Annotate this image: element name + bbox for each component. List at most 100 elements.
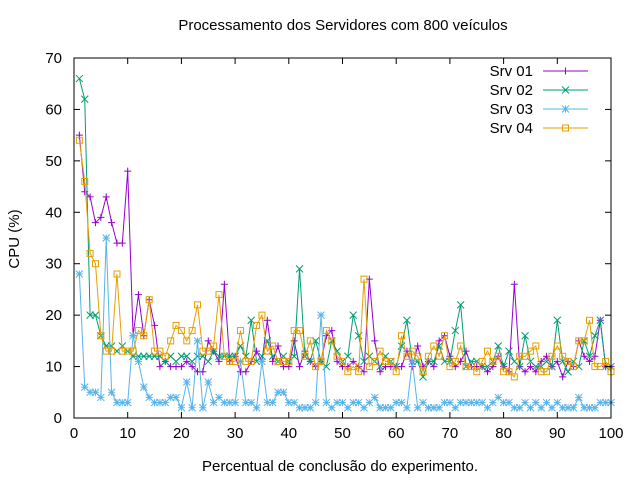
legend-label: Srv 03 [490, 101, 533, 118]
data-point [510, 280, 518, 288]
data-point [204, 337, 212, 345]
data-point [91, 219, 99, 227]
data-point [75, 270, 84, 278]
x-tick-label: 40 [280, 425, 297, 442]
data-point [451, 403, 460, 412]
data-point [376, 368, 384, 376]
data-point [483, 347, 491, 355]
data-point [526, 347, 534, 355]
data-point [435, 403, 444, 412]
data-point [317, 357, 325, 365]
data-point [376, 347, 384, 355]
data-point [575, 337, 583, 345]
data-point [602, 357, 610, 365]
data-point [344, 368, 352, 376]
data-point [553, 316, 562, 325]
data-point [258, 357, 266, 366]
data-point [440, 398, 449, 407]
data-point [225, 398, 234, 407]
data-point [398, 363, 406, 371]
data-point [558, 403, 567, 412]
data-point [118, 239, 126, 247]
data-point [381, 357, 389, 365]
data-point [472, 398, 481, 407]
data-point [296, 363, 304, 371]
data-point [306, 403, 315, 412]
data-point [548, 352, 556, 360]
x-axis-label: Percentual de conclusão do experimento. [202, 458, 478, 475]
data-point [236, 327, 244, 335]
data-point [97, 332, 105, 340]
data-point [344, 403, 352, 412]
data-point [263, 316, 271, 324]
data-point [220, 398, 229, 407]
data-point [489, 357, 497, 365]
data-point [559, 373, 567, 381]
data-point [349, 363, 357, 371]
data-point [91, 260, 99, 268]
data-point [107, 388, 116, 397]
data-point [194, 301, 202, 309]
data-point [269, 342, 277, 350]
y-tick-label: 10 [45, 359, 62, 376]
data-point [108, 347, 116, 355]
data-point [279, 357, 287, 365]
data-point [553, 357, 561, 365]
data-point [419, 398, 427, 407]
data-point [510, 403, 519, 412]
data-point [386, 403, 395, 412]
data-point [129, 347, 137, 355]
data-point [370, 393, 379, 402]
data-point [172, 321, 180, 329]
data-point [543, 368, 551, 376]
data-point [586, 316, 594, 324]
data-point [199, 347, 207, 355]
data-point [290, 327, 298, 335]
data-point [574, 393, 583, 402]
data-point [296, 327, 304, 335]
data-point [182, 378, 191, 386]
data-point [209, 398, 218, 407]
data-point [435, 337, 443, 345]
data-point [521, 331, 529, 340]
data-point [371, 337, 379, 345]
data-point [456, 301, 465, 309]
data-point [462, 363, 470, 371]
chart-title: Processamento dos Servidores com 800 veí… [178, 17, 507, 34]
y-tick-label: 70 [45, 50, 62, 67]
data-point [113, 270, 121, 278]
legend-marker [561, 86, 570, 94]
data-point [376, 403, 384, 412]
data-point [473, 368, 481, 376]
data-point [301, 352, 309, 360]
data-point [521, 352, 529, 360]
data-point [515, 403, 524, 412]
data-point [516, 352, 524, 360]
data-point [467, 398, 476, 407]
data-point [290, 337, 298, 345]
data-point [285, 357, 293, 365]
data-point [188, 363, 196, 371]
data-point [253, 321, 261, 329]
data-point [532, 342, 540, 350]
data-point [139, 383, 148, 391]
x-tick-label: 20 [173, 425, 190, 442]
legend-label: Srv 01 [490, 63, 533, 80]
data-point [274, 357, 282, 365]
data-point [580, 403, 589, 412]
data-point [499, 398, 508, 407]
data-point [177, 363, 185, 371]
data-point [403, 403, 411, 412]
data-point [354, 398, 363, 407]
data-point [585, 403, 594, 412]
data-point [102, 234, 111, 242]
data-point [333, 398, 341, 407]
data-point [349, 398, 358, 407]
data-point [215, 357, 223, 365]
data-point [102, 347, 110, 355]
data-point [204, 378, 213, 386]
data-point [172, 393, 180, 402]
x-tick-label: 10 [119, 425, 136, 442]
data-point [494, 352, 502, 360]
data-point [167, 337, 175, 345]
